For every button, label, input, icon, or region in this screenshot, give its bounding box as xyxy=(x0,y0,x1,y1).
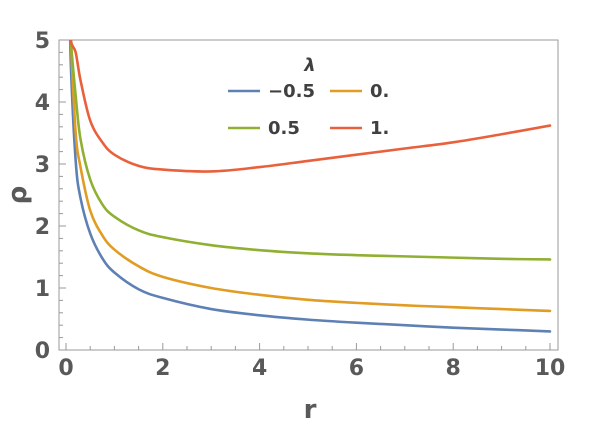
legend-label-3: 1. xyxy=(370,118,389,139)
legend-label-1: 0. xyxy=(370,81,389,102)
y-tick-label-5: 5 xyxy=(35,29,50,54)
series-line-3 xyxy=(69,40,552,173)
legend-title: λ xyxy=(303,55,315,76)
series-line-0 xyxy=(68,40,552,333)
x-tick-label-4: 8 xyxy=(446,356,461,381)
axis-tick-labels: 0 2 4 6 8 10 0 1 2 3 4 5 xyxy=(35,29,566,381)
legend: λ −0.5 0. 0.5 1. xyxy=(228,55,389,139)
y-tick-label-4: 4 xyxy=(35,91,50,116)
x-axis-label: r xyxy=(304,395,317,424)
series-lines xyxy=(68,40,552,333)
y-tick-label-0: 0 xyxy=(35,339,50,364)
y-tick-label-3: 3 xyxy=(35,153,50,178)
y-axis-label: ρ xyxy=(3,186,33,205)
x-tick-label-2: 4 xyxy=(252,356,267,381)
series-line-2 xyxy=(69,40,552,261)
legend-label-2: 0.5 xyxy=(268,118,300,139)
series-line-1 xyxy=(69,40,552,313)
axis-ticks xyxy=(59,39,551,351)
x-tick-label-3: 6 xyxy=(349,356,364,381)
legend-label-0: −0.5 xyxy=(268,81,315,102)
x-tick-label-5: 10 xyxy=(535,356,566,381)
x-tick-label-0: 0 xyxy=(58,356,73,381)
x-tick-label-1: 2 xyxy=(155,356,170,381)
y-tick-label-2: 2 xyxy=(35,215,50,240)
y-tick-label-1: 1 xyxy=(35,277,50,302)
